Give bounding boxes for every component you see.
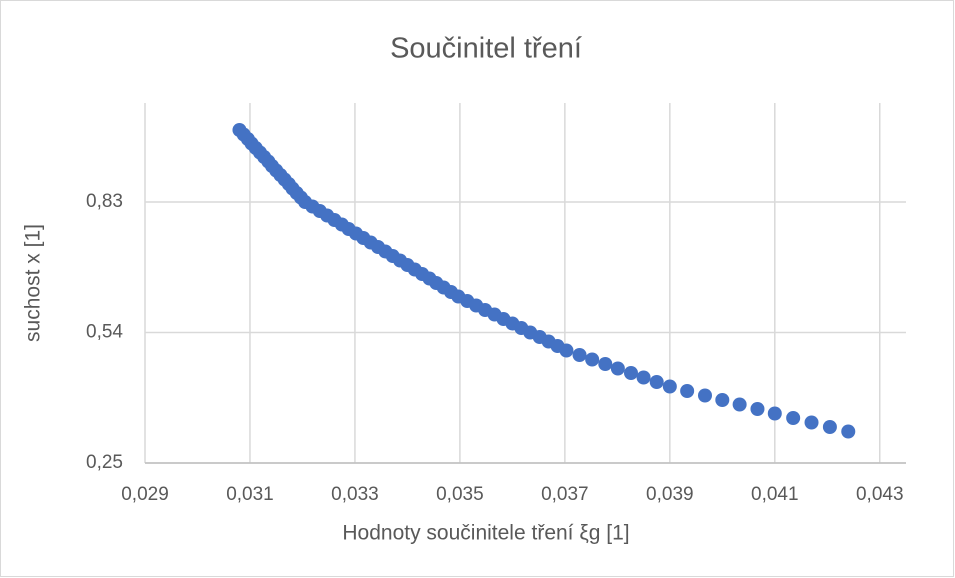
point [559,343,574,358]
x-axis-label: Hodnoty součinitele tření ξg [1] [342,522,629,545]
x-tick-label: 0,029 [121,484,169,505]
x-tick-label: 0,039 [646,484,694,505]
point [598,357,613,371]
x-tick-label: 0,035 [436,484,484,505]
x-tick-label: 0,041 [751,484,799,505]
x-tick-label: 0,031 [226,484,274,505]
point [786,411,801,425]
point [585,352,600,367]
point [623,366,638,380]
point [750,402,765,416]
y-axis-label: suchost x [1] [22,224,45,342]
point [804,415,819,430]
chart-title: Součinitel tření [390,33,582,65]
point [680,384,695,398]
point [572,348,587,362]
point [610,361,625,376]
point [662,379,677,394]
point [767,406,782,421]
point [636,370,651,385]
y-tick-label: 0,54 [86,322,123,343]
x-tick-label: 0,037 [541,484,589,505]
point [732,397,747,412]
point [649,375,664,389]
x-tick-label: 0,043 [856,484,904,505]
x-tick-label: 0,033 [331,484,379,505]
point [697,388,712,403]
y-tick-label: 0,83 [86,191,123,212]
y-tick-label: 0,25 [86,452,123,473]
point [822,420,837,434]
point [841,424,856,439]
point [715,393,730,407]
